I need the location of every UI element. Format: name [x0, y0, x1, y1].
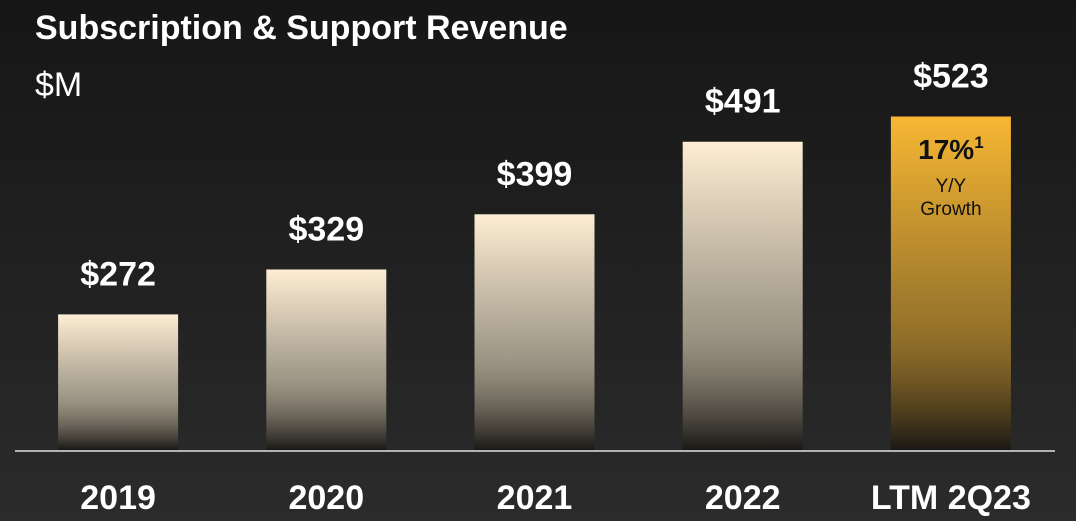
value-label: $399 — [497, 155, 573, 193]
annotation-superscript: 1 — [974, 133, 983, 152]
x-tick-label: 2022 — [705, 479, 781, 517]
annotation-line: Growth — [920, 199, 981, 220]
chart-subtitle: $M — [35, 66, 82, 104]
chart-title: Subscription & Support Revenue — [35, 9, 568, 47]
annotation: 17%1 — [918, 133, 984, 165]
value-label: $329 — [288, 210, 364, 248]
value-label: $272 — [80, 255, 156, 293]
value-label: $491 — [705, 83, 781, 121]
bar — [474, 214, 595, 450]
x-tick-label: 2019 — [80, 479, 156, 517]
value-label: $523 — [913, 58, 989, 96]
x-tick-label: 2020 — [288, 479, 364, 517]
bar — [266, 269, 387, 450]
x-tick-label: 2021 — [497, 479, 573, 517]
annotation-text: 17% — [918, 134, 974, 165]
annotation-line: Y/Y — [936, 176, 967, 197]
bar — [682, 141, 803, 450]
x-tick-label: LTM 2Q23 — [871, 479, 1031, 517]
bar — [890, 116, 1011, 450]
bar — [58, 314, 179, 450]
